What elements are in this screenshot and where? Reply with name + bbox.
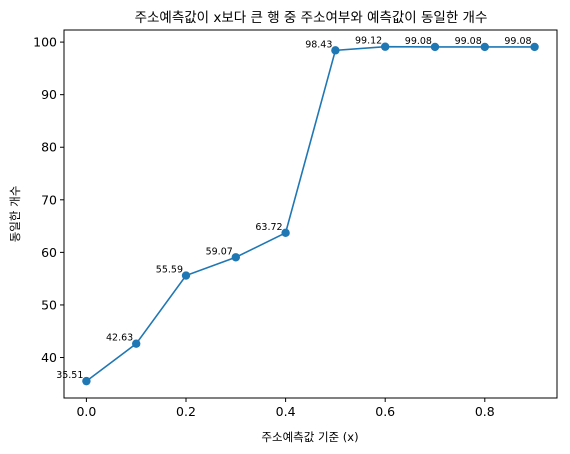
y-tick-label: 40 — [41, 350, 57, 365]
chart-title: 주소예측값이 x보다 큰 행 중 주소여부와 예측값이 동일한 개수 — [135, 10, 488, 26]
data-point — [331, 46, 340, 55]
x-tick-label: 0.0 — [76, 404, 96, 419]
x-axis-ticks: 0.0 0.2 0.4 0.6 0.8 — [76, 398, 495, 419]
data-label: 98.43 — [305, 39, 332, 50]
y-tick-label: 70 — [41, 192, 57, 207]
series-line — [85, 45, 535, 382]
y-tick-label: 60 — [41, 245, 57, 260]
x-tick-label: 0.2 — [176, 404, 196, 419]
x-tick-label: 0.8 — [475, 404, 495, 419]
data-point — [281, 228, 290, 238]
x-axis-label: 주소예측값 기준 (x) — [261, 430, 358, 444]
data-label: 99.08 — [455, 36, 482, 47]
data-label: 55.59 — [156, 265, 183, 276]
plot-area-frame — [63, 29, 558, 399]
x-tick-label: 0.6 — [375, 404, 395, 419]
y-tick-label: 90 — [41, 87, 57, 102]
data-label: 35.51 — [56, 370, 83, 381]
data-label: 99.08 — [405, 36, 432, 47]
y-tick-label: 50 — [41, 297, 57, 312]
data-label: 99.08 — [504, 36, 531, 47]
data-label: 59.07 — [206, 246, 233, 257]
data-point — [132, 339, 141, 348]
data-point — [480, 42, 489, 52]
y-axis-label: 동일한 개수 — [8, 186, 22, 243]
data-label: 99.12 — [355, 36, 382, 47]
y-tick-label: 80 — [41, 140, 57, 155]
data-point — [530, 42, 539, 52]
y-tick-label: 100 — [33, 35, 57, 50]
data-label: 42.63 — [106, 333, 133, 344]
x-tick-label: 0.4 — [276, 404, 296, 419]
y-axis-ticks: 40 50 60 70 80 90 100 — [33, 35, 64, 365]
data-point — [82, 376, 91, 386]
data-point — [181, 271, 191, 280]
data-point — [430, 42, 440, 52]
data-point — [231, 253, 241, 262]
data-label: 63.72 — [255, 222, 282, 233]
data-labels: 35.51 42.63 55.59 59.07 63.72 98.43 99.12 99.08… — [56, 36, 531, 381]
data-point — [380, 42, 390, 51]
data-points — [82, 42, 539, 386]
